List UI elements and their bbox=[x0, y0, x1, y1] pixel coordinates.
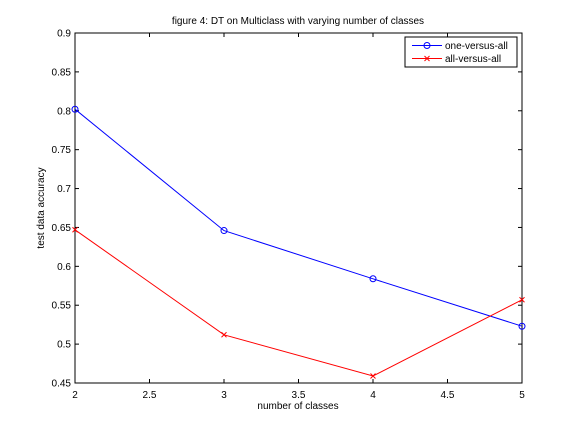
data-point-one-versus-all bbox=[518, 322, 526, 330]
series-line-all-versus-all bbox=[74, 229, 523, 377]
series-line-one-versus-all bbox=[74, 108, 523, 327]
y-axis-label: test data accuracy bbox=[36, 167, 47, 248]
y-tick-label: 0.7 bbox=[57, 184, 71, 195]
legend-label-one-versus-all: one-versus-all bbox=[445, 41, 508, 52]
data-point-one-versus-all bbox=[71, 105, 79, 113]
y-tick-label: 0.5 bbox=[57, 340, 71, 351]
x-axis-label: number of classes bbox=[257, 401, 338, 412]
series-layer bbox=[71, 105, 526, 379]
y-tick-label: 0.85 bbox=[52, 67, 72, 78]
chart-title: figure 4: DT on Multiclass with varying … bbox=[172, 16, 424, 27]
legend-label-all-versus-all: all-versus-all bbox=[445, 54, 501, 65]
y-tick-label: 0.6 bbox=[57, 262, 71, 273]
x-tick-label: 3 bbox=[221, 390, 227, 401]
legend: one-versus-all all-versus-all bbox=[404, 36, 518, 68]
y-tick-label: 0.75 bbox=[52, 145, 72, 156]
y-tick-label: 0.45 bbox=[52, 379, 72, 390]
data-point-all-versus-all bbox=[370, 373, 376, 379]
data-point-all-versus-all bbox=[221, 331, 227, 338]
data-point-all-versus-all bbox=[72, 226, 78, 233]
x-tick-label: 4 bbox=[370, 390, 376, 401]
legend-marker-one-versus-all bbox=[423, 42, 431, 49]
data-point-all-versus-all bbox=[519, 296, 525, 303]
x-tick-label: 2.5 bbox=[143, 390, 157, 401]
axis-ticks: 2 2.5 3 3.5 4 4.5 5 0.45 0.5 0.55 0.6 0.65 0.7 0.75 0.… bbox=[52, 29, 526, 402]
y-tick-label: 0.55 bbox=[52, 301, 72, 312]
y-tick-label: 0.8 bbox=[57, 106, 71, 117]
legend-box bbox=[404, 36, 518, 68]
plot-area bbox=[74, 32, 523, 384]
x-tick-label: 2 bbox=[72, 390, 78, 401]
data-point-one-versus-all bbox=[220, 227, 228, 235]
y-tick-label: 0.65 bbox=[52, 223, 72, 234]
x-tick-label: 3.5 bbox=[292, 390, 306, 401]
x-tick-label: 5 bbox=[519, 390, 525, 401]
x-tick-label: 4.5 bbox=[441, 390, 455, 401]
y-tick-label: 0.9 bbox=[57, 29, 71, 40]
data-point-one-versus-all bbox=[369, 275, 377, 283]
legend-marker-all-versus-all bbox=[424, 55, 430, 62]
